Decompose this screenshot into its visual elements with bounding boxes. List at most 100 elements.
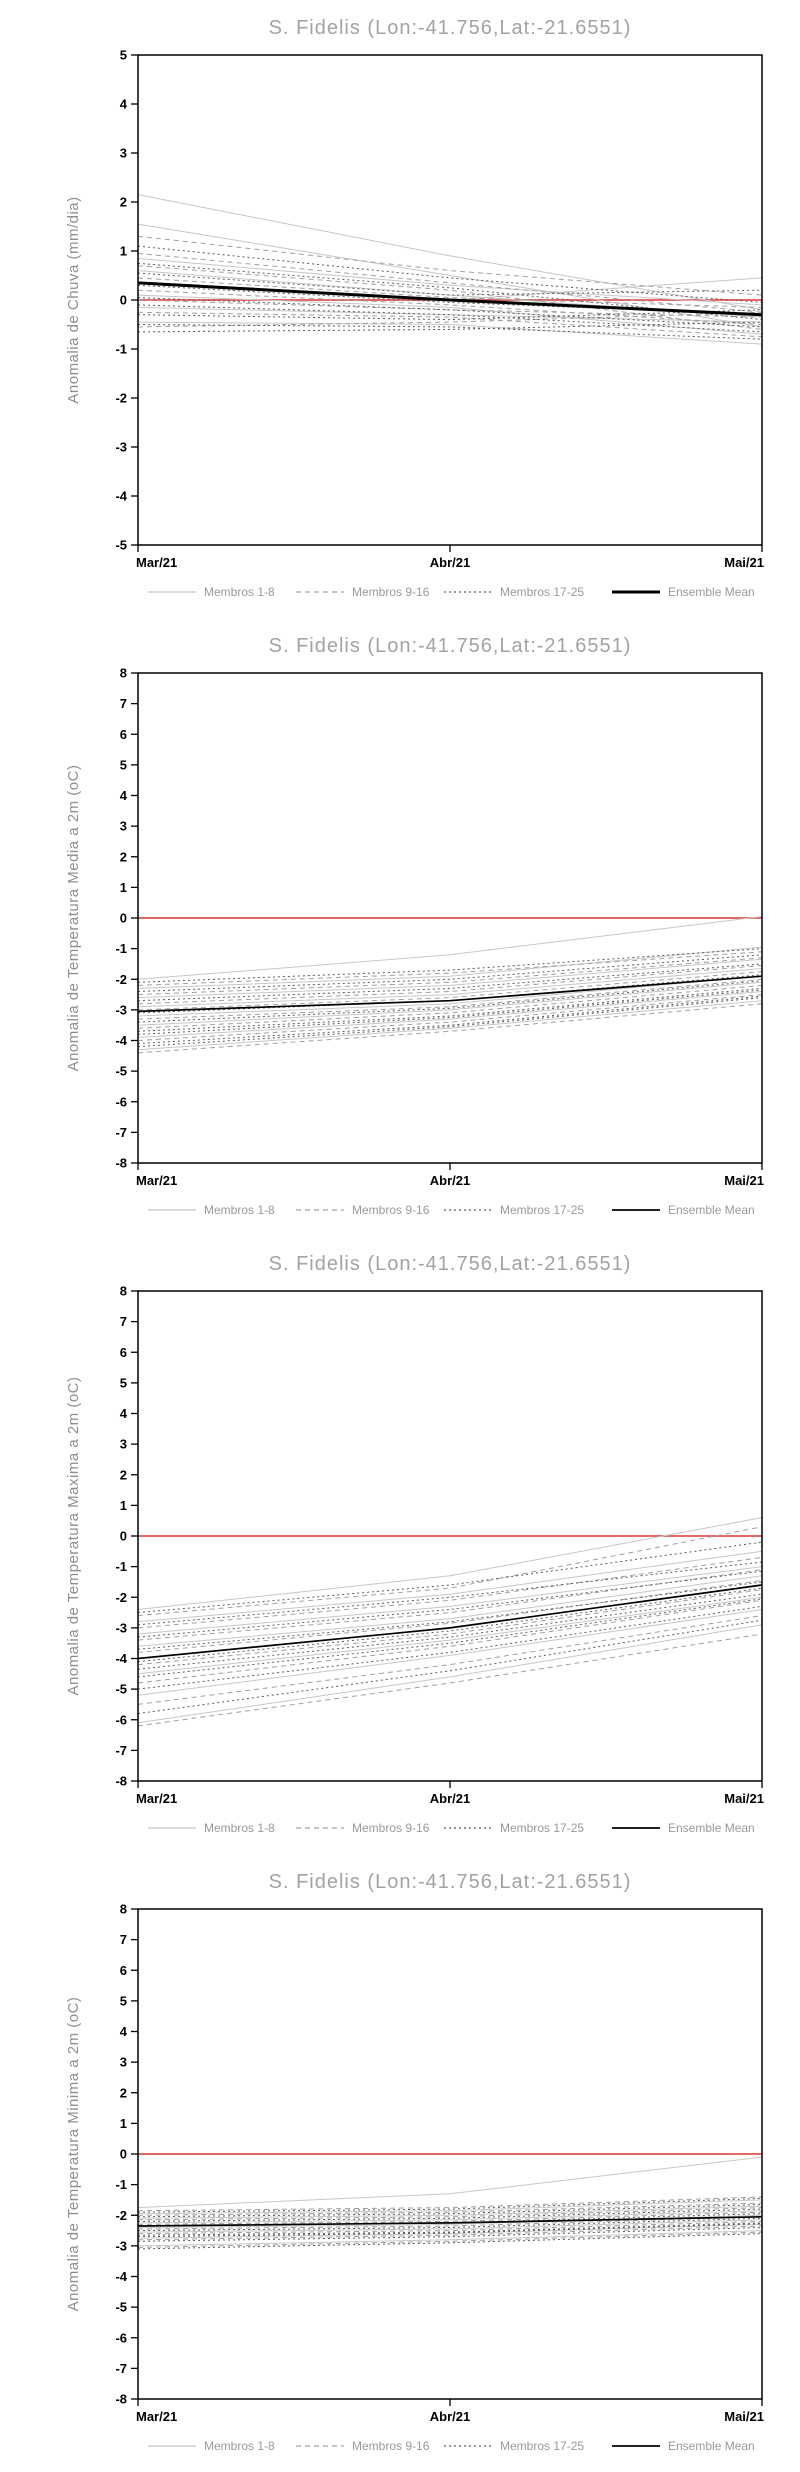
member-line: [137, 997, 763, 1048]
y-tick-label: -2: [115, 1590, 127, 1605]
y-tick-label: 2: [120, 849, 127, 864]
y-tick-label: 6: [120, 1345, 127, 1360]
y-tick-label: 1: [120, 2116, 127, 2131]
y-tick-label: 5: [120, 1375, 127, 1390]
y-tick-label: 4: [120, 1406, 128, 1421]
member-line: [137, 946, 763, 989]
y-tick-label: 4: [120, 97, 128, 112]
y-tick-label: -2: [115, 391, 127, 406]
chart-canvas-temp-media: -8 -7 -6 -5 -4 -3 -2 -1 0 1 2 3 4 5 6 7 8 Mar/21 Abr/21 Mai…: [65, 635, 764, 1217]
legend-label-membros-17-25: Membros 17-25: [500, 1821, 584, 1835]
y-tick-label: 7: [120, 1314, 127, 1329]
member-line: [137, 2204, 763, 2218]
member-line: [137, 1000, 763, 1051]
y-tick-label: -3: [115, 1002, 127, 1017]
member-line: [137, 1599, 763, 1684]
chart-legend: Membros 1-8 Membros 9-16 Membros 17-25 E…: [148, 585, 755, 599]
member-line: [137, 1609, 763, 1696]
y-tick-label: 7: [120, 696, 127, 711]
chart-title: S. Fidelis (Lon:-41.756,Lat:-21.6551): [269, 635, 632, 657]
x-tick-label: Mai/21: [724, 2409, 764, 2424]
legend-label-membros-1-8: Membros 1-8: [204, 585, 275, 599]
member-line: [137, 1566, 763, 1635]
member-line: [137, 194, 763, 311]
member-line: [137, 235, 763, 296]
member-line: [137, 975, 763, 1017]
y-tick-label: -4: [115, 2269, 127, 2284]
member-line: [137, 2222, 763, 2236]
member-line: [137, 1575, 763, 1647]
y-tick-label: 1: [120, 244, 127, 259]
y-tick-label: -8: [115, 2392, 127, 2407]
member-line: [137, 272, 763, 296]
member-line: [137, 1596, 763, 1675]
chart-legend: Membros 1-8 Membros 9-16 Membros 17-25 E…: [148, 1821, 755, 1835]
y-tick-label: 7: [120, 1932, 127, 1947]
y-tick-label: 0: [120, 2147, 127, 2162]
x-tick-label: Mai/21: [724, 1791, 764, 1806]
y-tick-label: -8: [115, 1156, 127, 1171]
y-tick-label: 3: [120, 1437, 127, 1452]
y-tick-label: 3: [120, 2055, 127, 2070]
chart-canvas-temp-maxima: -8 -7 -6 -5 -4 -3 -2 -1 0 1 2 3 4 5 6 7 8 Mar/21 Abr/21 Mai…: [65, 1253, 764, 1835]
y-tick-label: -5: [115, 1064, 127, 1079]
legend-label-membros-9-16: Membros 9-16: [352, 1203, 430, 1217]
member-line: [137, 951, 763, 986]
y-tick-label: -7: [115, 1125, 127, 1140]
y-tick-label: -7: [115, 1743, 127, 1758]
y-tick-label: 2: [120, 195, 127, 210]
y-tick-label: -7: [115, 2361, 127, 2376]
y-axis-label: Anomalia de Chuva (mm/dia): [65, 196, 82, 403]
plot-area: -8 -7 -6 -5 -4 -3 -2 -1 0 1 2 3 4 5 6 7 8 Mar/21 Abr/21 Mai…: [115, 1284, 764, 1807]
member-line: [137, 2205, 763, 2219]
member-line: [137, 2213, 763, 2227]
x-tick-label: Mar/21: [136, 2409, 177, 2424]
y-tick-label: 0: [120, 1529, 127, 1544]
member-line: [137, 989, 763, 1035]
member-line: [137, 294, 763, 335]
y-tick-label: -3: [115, 2238, 127, 2253]
y-tick-label: 6: [120, 1963, 127, 1978]
member-line: [137, 1615, 763, 1705]
chart-panel-chuva: -5 -4 -3 -2 -1 0 1 2 3 4 5 Mar/21 Abr/21 Mai/21 S. Fi…: [0, 0, 800, 618]
member-line: [137, 1550, 763, 1623]
y-tick-label: -5: [115, 1682, 127, 1697]
chart-panel-temp-media: -8 -7 -6 -5 -4 -3 -2 -1 0 1 2 3 4 5 6 7 8 Mar/21 Abr/21 Mai…: [0, 618, 800, 1236]
x-tick-label: Mar/21: [136, 555, 177, 570]
plot-area: -8 -7 -6 -5 -4 -3 -2 -1 0 1 2 3 4 5 6 7 8 Mar/21 Abr/21 Mai…: [115, 666, 764, 1189]
x-tick-label: Abr/21: [430, 1173, 470, 1188]
y-axis-label: Anomalia de Temperatura Media a 2m (oC): [65, 765, 82, 1072]
member-line: [137, 987, 763, 1032]
member-line: [137, 1584, 763, 1659]
member-line: [137, 309, 763, 321]
y-tick-label: -1: [115, 941, 127, 956]
legend-label-membros-1-8: Membros 1-8: [204, 1203, 275, 1217]
legend-label-membros-17-25: Membros 17-25: [500, 2439, 584, 2453]
y-tick-label: -6: [115, 1712, 127, 1727]
y-tick-label: 4: [120, 2024, 128, 2039]
ensemble-mean-line: [137, 1584, 763, 1660]
legend-label-membros-9-16: Membros 9-16: [352, 2439, 430, 2453]
x-tick-label: Mar/21: [136, 1173, 177, 1188]
member-line: [137, 981, 763, 1026]
member-line: [137, 2210, 763, 2224]
member-line: [137, 1619, 763, 1715]
member-line: [137, 991, 763, 1038]
y-tick-label: 6: [120, 727, 127, 742]
legend-label-membros-17-25: Membros 17-25: [500, 1203, 584, 1217]
y-tick-label: -1: [115, 1559, 127, 1574]
y-tick-label: 5: [120, 1993, 127, 2008]
y-tick-label: 8: [120, 1284, 127, 1299]
plot-area: -8 -7 -6 -5 -4 -3 -2 -1 0 1 2 3 4 5 6 7 8 Mar/21 Abr/21 Mai…: [115, 1902, 764, 2425]
ensemble-mean-line: [137, 2215, 763, 2227]
y-tick-label: 8: [120, 1902, 127, 1917]
member-line: [137, 2223, 763, 2238]
member-line: [137, 2219, 763, 2233]
legend-label-ensemble-mean: Ensemble Mean: [668, 1821, 755, 1835]
member-line: [137, 1541, 763, 1614]
member-line: [137, 306, 763, 323]
y-tick-label: 1: [120, 1498, 127, 1513]
member-line: [137, 948, 763, 983]
y-tick-label: -6: [115, 1094, 127, 1109]
member-line: [137, 980, 763, 1023]
